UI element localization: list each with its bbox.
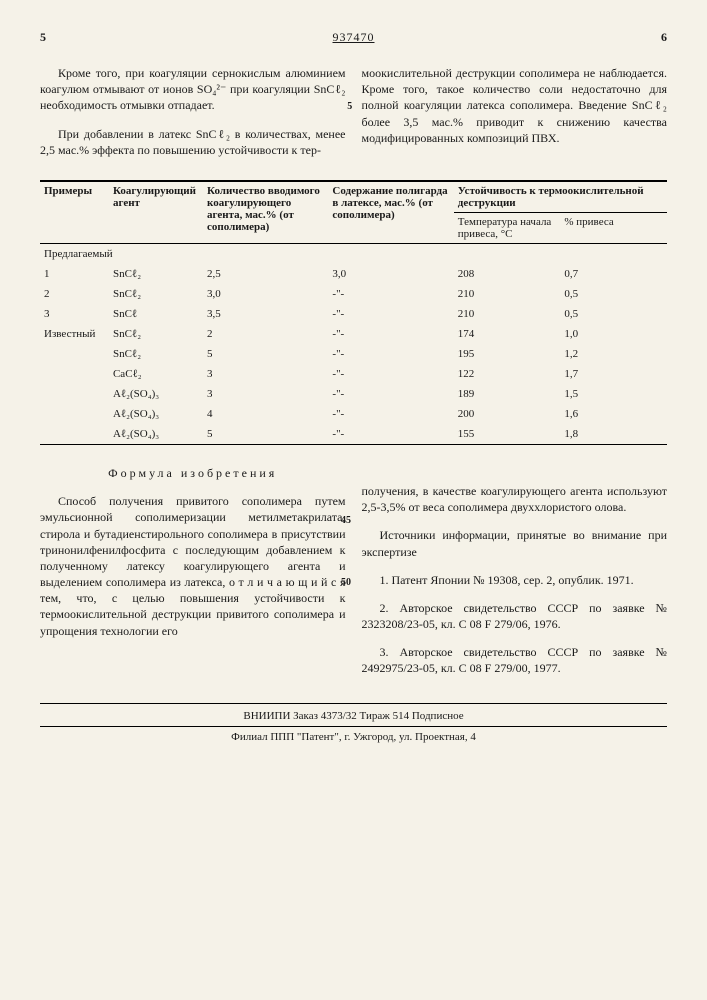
table-cell: 1 [40, 264, 109, 284]
paragraph: моокислительной деструкции сополимера не… [362, 65, 668, 146]
table-cell: 189 [454, 384, 561, 404]
table-row: CaCℓ₂3-"-1221,7 [40, 364, 667, 384]
table-cell: 0,7 [560, 264, 667, 284]
table-cell: SnCℓ₂ [109, 264, 203, 284]
col-header: Примеры [40, 181, 109, 244]
table-cell: -"- [328, 324, 453, 344]
col-header: Коагулирующий агент [109, 181, 203, 244]
top-right-col: моокислительной деструкции сополимера не… [362, 53, 668, 170]
table-cell [40, 384, 109, 404]
table-row: Aℓ₂(SO₄)₃5-"-1551,8 [40, 424, 667, 445]
bottom-left-col: Формула изобретения Способ получения при… [40, 455, 346, 689]
col-subheader: % привеса [560, 212, 667, 243]
source-item: 1. Патент Японии № 19308, сер. 2, опубли… [362, 572, 668, 588]
table-cell: 1,2 [560, 344, 667, 364]
top-text-block: Кроме того, при коагуляции сернокислым а… [40, 53, 667, 170]
table-row: 3SnCℓ3,5-"-2100,5 [40, 304, 667, 324]
table-cell: 200 [454, 404, 561, 424]
table-cell: -"- [328, 284, 453, 304]
table-cell: 210 [454, 304, 561, 324]
footer-line-1: ВНИИПИ Заказ 4373/32 Тираж 514 Подписное [40, 703, 667, 722]
table-cell: 174 [454, 324, 561, 344]
table-cell: 1,8 [560, 424, 667, 445]
table-cell: 1,0 [560, 324, 667, 344]
formula-title: Формула изобретения [40, 465, 346, 481]
table-cell: 210 [454, 284, 561, 304]
data-table: Примеры Коагулирующий агент Количество в… [40, 180, 667, 445]
table-cell: SnCℓ₂ [109, 324, 203, 344]
paragraph: получения, в качестве коагулирующего аге… [362, 483, 668, 515]
table-cell [40, 424, 109, 445]
source-item: 3. Авторское свидетельство СССР по заявк… [362, 644, 668, 676]
table-cell: Aℓ₂(SO₄)₃ [109, 384, 203, 404]
table-cell: 3,5 [203, 304, 328, 324]
table-cell: 3 [203, 364, 328, 384]
col-header: Количество вводимого коагулирующего аген… [203, 181, 328, 244]
col-subheader: Температура начала привеса, °C [454, 212, 561, 243]
margin-line-num: 5 [347, 101, 352, 112]
table-cell [40, 404, 109, 424]
table-row: 1SnCℓ₂2,53,02080,7 [40, 264, 667, 284]
table-cell: 155 [454, 424, 561, 445]
table-cell: 5 [203, 344, 328, 364]
table-cell: SnCℓ₂ [109, 344, 203, 364]
table-cell [40, 364, 109, 384]
doc-id: 937470 [46, 30, 661, 45]
col-header: Содержание полигарда в латексе, мас.% (о… [328, 181, 453, 244]
table-row: Aℓ₂(SO₄)₃4-"-2001,6 [40, 404, 667, 424]
table-cell: -"- [328, 364, 453, 384]
paragraph: При добавлении в латекс SnCℓ₂ в количест… [40, 126, 346, 158]
table-cell: 3,0 [203, 284, 328, 304]
table-cell: Aℓ₂(SO₄)₃ [109, 404, 203, 424]
table-cell: 2 [203, 324, 328, 344]
table-row: SnCℓ₂5-"-1951,2 [40, 344, 667, 364]
margin-line-num: 45 [341, 515, 351, 526]
table-row: 2SnCℓ₂3,0-"-2100,5 [40, 284, 667, 304]
page-num-right: 6 [661, 30, 667, 45]
table-cell: 2,5 [203, 264, 328, 284]
bottom-right-col: получения, в качестве коагулирующего аге… [362, 455, 668, 689]
table-row: ИзвестныйSnCℓ₂2-"-1741,0 [40, 324, 667, 344]
table-body: Предлагаемый1SnCℓ₂2,53,02080,72SnCℓ₂3,0-… [40, 243, 667, 445]
table-cell: Известный [40, 324, 109, 344]
bottom-text-block: Формула изобретения Способ получения при… [40, 455, 667, 689]
source-item: 2. Авторское свидетельство СССР по заявк… [362, 600, 668, 632]
table-cell: -"- [328, 424, 453, 445]
group-label: Предлагаемый [40, 243, 667, 264]
table-cell [40, 344, 109, 364]
table-cell: SnCℓ₂ [109, 284, 203, 304]
table-cell: 0,5 [560, 304, 667, 324]
table-cell: -"- [328, 384, 453, 404]
table-cell: 3 [203, 384, 328, 404]
table-cell: CaCℓ₂ [109, 364, 203, 384]
top-left-col: Кроме того, при коагуляции сернокислым а… [40, 53, 346, 170]
table-cell: 195 [454, 344, 561, 364]
table-cell: 1,6 [560, 404, 667, 424]
table-cell: 3 [40, 304, 109, 324]
paragraph: Кроме того, при коагуляции сернокислым а… [40, 65, 346, 114]
footer-line-2: Филиал ППП "Патент", г. Ужгород, ул. Про… [40, 726, 667, 743]
table-cell: 1,5 [560, 384, 667, 404]
table-cell: 2 [40, 284, 109, 304]
table-cell: 5 [203, 424, 328, 445]
table-cell: 3,0 [328, 264, 453, 284]
table-cell: 4 [203, 404, 328, 424]
paragraph: Способ получения привитого сополимера пу… [40, 493, 346, 639]
page-header: 5 937470 6 [40, 30, 667, 45]
table-cell: 0,5 [560, 284, 667, 304]
table-cell: -"- [328, 404, 453, 424]
table-cell: -"- [328, 344, 453, 364]
table-cell: -"- [328, 304, 453, 324]
margin-line-num: 50 [341, 577, 351, 588]
table-cell: SnCℓ [109, 304, 203, 324]
table-cell: 208 [454, 264, 561, 284]
col-header: Устойчивость к термоокислительной дестру… [454, 181, 667, 213]
sources-title: Источники информации, принятые во вниман… [362, 527, 668, 559]
table-cell: Aℓ₂(SO₄)₃ [109, 424, 203, 445]
table-cell: 122 [454, 364, 561, 384]
table-row: Aℓ₂(SO₄)₃3-"-1891,5 [40, 384, 667, 404]
table-cell: 1,7 [560, 364, 667, 384]
